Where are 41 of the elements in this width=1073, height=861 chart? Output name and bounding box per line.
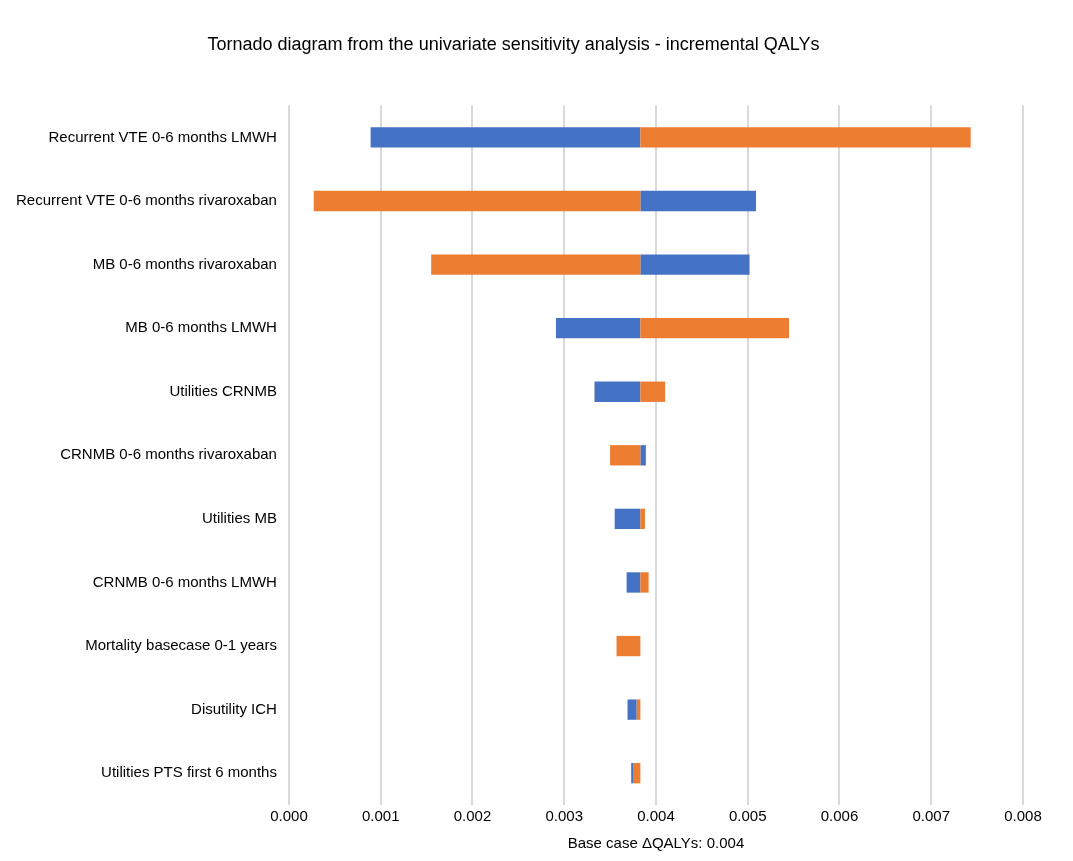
bar xyxy=(640,190,756,212)
bar xyxy=(555,317,641,339)
y-tick-label: CRNMB 0-6 months LMWH xyxy=(92,572,277,590)
bar xyxy=(370,127,641,148)
bar xyxy=(626,572,641,593)
bar xyxy=(633,763,641,784)
bar xyxy=(640,381,666,402)
x-tick-label: 0.005 xyxy=(728,807,767,825)
y-tick-label: Disutility ICH xyxy=(191,699,277,717)
x-tick-label: 0.001 xyxy=(361,807,400,825)
y-tick-label: Recurrent VTE 0-6 months LMWH xyxy=(48,127,277,145)
bar xyxy=(640,317,790,339)
x-tick-label: 0.003 xyxy=(545,807,583,825)
x-tick-label: 0.000 xyxy=(270,807,308,825)
x-tick-label: 0.008 xyxy=(1004,807,1042,825)
bar xyxy=(431,254,641,275)
bar xyxy=(594,381,641,402)
bar xyxy=(627,699,637,720)
bar xyxy=(616,635,641,657)
y-tick-label: Mortality basecase 0-1 years xyxy=(85,636,277,654)
bar xyxy=(610,445,641,466)
bar xyxy=(640,254,750,275)
y-tick-label: Utilities CRNMB xyxy=(169,381,277,399)
bar xyxy=(640,572,649,593)
y-tick-label: MB 0-6 months LMWH xyxy=(125,318,277,336)
x-tick-label: 0.004 xyxy=(637,807,675,825)
y-tick-label: Utilities PTS first 6 months xyxy=(101,763,277,781)
x-axis-title: Base case ΔQALYs: 0.004 xyxy=(567,834,745,852)
bar xyxy=(640,445,646,466)
bar xyxy=(614,508,641,530)
y-tick-label: Recurrent VTE 0-6 months rivaroxaban xyxy=(15,191,277,209)
x-tick-label: 0.006 xyxy=(820,807,859,825)
y-tick-label: CRNMB 0-6 months rivaroxaban xyxy=(60,445,277,463)
y-tick-label: MB 0-6 months rivaroxaban xyxy=(92,254,277,272)
chart-title: Tornado diagram from the univariate sensitivity analysis - incremental QALYs xyxy=(207,33,820,54)
bar xyxy=(640,127,971,148)
y-tick-label: Utilities MB xyxy=(201,509,277,527)
bar xyxy=(640,508,645,530)
x-tick-label: 0.007 xyxy=(912,807,951,825)
bar xyxy=(313,190,641,212)
x-tick-label: 0.002 xyxy=(453,807,492,825)
